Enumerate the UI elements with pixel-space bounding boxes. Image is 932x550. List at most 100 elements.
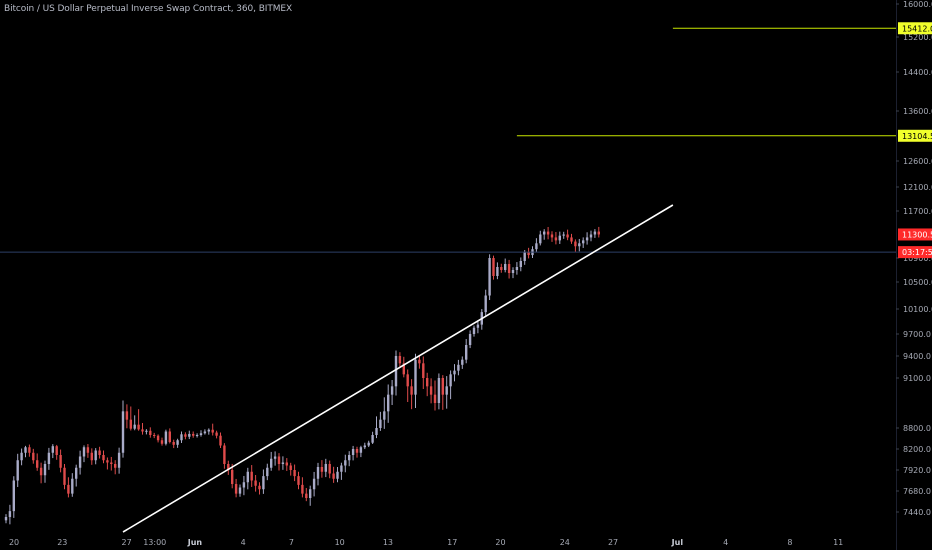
horizontal-lines bbox=[0, 27, 896, 253]
candle-body bbox=[328, 464, 331, 474]
candle-body bbox=[519, 261, 522, 267]
time-axis[interactable]: 20 23 27 13:00 Jun 4 7 10 13 17 20 24 27 Jul 4 8 11 bbox=[9, 538, 843, 547]
candle-body bbox=[199, 433, 203, 435]
y-tick-label: 14400.0 bbox=[903, 68, 932, 77]
candle-body bbox=[172, 442, 175, 445]
countdown-tag-label: 03:17:54 bbox=[902, 248, 932, 257]
candle-body bbox=[429, 386, 433, 395]
candle-body bbox=[457, 364, 460, 371]
candle-body bbox=[418, 359, 421, 364]
candle-body bbox=[184, 434, 187, 437]
candle-body bbox=[219, 435, 222, 446]
trendline-layer[interactable] bbox=[122, 204, 674, 533]
candle-body bbox=[59, 455, 62, 468]
candle-body bbox=[355, 449, 359, 453]
candle-body bbox=[441, 378, 444, 395]
candle-body bbox=[437, 378, 441, 403]
candle-body bbox=[270, 458, 273, 468]
y-tick-label: 10100.0 bbox=[903, 305, 932, 314]
candle-body bbox=[242, 482, 246, 488]
y-tick-label: 12600.0 bbox=[903, 157, 932, 166]
candle-body bbox=[24, 447, 27, 453]
candle-body bbox=[546, 231, 550, 235]
candle-body bbox=[110, 462, 113, 464]
candle-body bbox=[406, 374, 409, 387]
candle-body bbox=[16, 460, 19, 481]
candle-body bbox=[589, 234, 593, 238]
candle-body bbox=[129, 419, 132, 429]
candle-body bbox=[433, 394, 437, 403]
y-tick-label: 7440.0 bbox=[903, 508, 931, 517]
candle-body bbox=[63, 467, 66, 485]
target-tag bbox=[898, 129, 932, 142]
candle-body bbox=[47, 452, 51, 464]
candle-body bbox=[453, 370, 456, 375]
candle-body bbox=[281, 462, 285, 464]
candle-body bbox=[426, 378, 429, 387]
candle-body bbox=[445, 386, 448, 395]
candle-body bbox=[468, 334, 472, 345]
y-tick-label: 9100.0 bbox=[903, 374, 931, 383]
candle-body bbox=[176, 440, 179, 445]
price-tags: 15412.0 13104.5 11300.5 03:17:54 bbox=[898, 22, 932, 259]
y-tick-label: 10500.0 bbox=[903, 278, 932, 287]
x-tick-label: 4 bbox=[723, 538, 728, 547]
y-tick-label: 8800.0 bbox=[903, 424, 931, 433]
candle-body bbox=[515, 267, 519, 270]
candle-body bbox=[383, 411, 386, 420]
x-tick-label: 8 bbox=[787, 538, 792, 547]
candle-body bbox=[289, 465, 292, 470]
candle-body bbox=[585, 237, 589, 241]
price-axis-border bbox=[896, 0, 897, 550]
y-tick-label: 13600.0 bbox=[903, 107, 932, 116]
candle-body bbox=[371, 435, 374, 443]
x-tick-label: 24 bbox=[560, 538, 570, 547]
candle-body bbox=[472, 327, 476, 334]
candle-body bbox=[192, 433, 195, 436]
candle-body bbox=[195, 435, 199, 436]
candle-body bbox=[285, 462, 288, 466]
x-tick-label: 17 bbox=[447, 538, 457, 547]
x-tick-label: 20 bbox=[9, 538, 19, 547]
candle-body bbox=[309, 489, 312, 498]
x-tick-label: 7 bbox=[289, 538, 294, 547]
candle-body bbox=[297, 476, 300, 485]
candle-body bbox=[504, 264, 507, 270]
candle-body bbox=[511, 270, 515, 273]
candle-body bbox=[137, 424, 140, 430]
candle-body bbox=[266, 467, 269, 477]
candle-body bbox=[20, 452, 23, 461]
candle-body bbox=[379, 419, 382, 428]
candle-body bbox=[398, 356, 402, 364]
candle-body bbox=[121, 411, 125, 453]
x-tick-label: 20 bbox=[495, 538, 505, 547]
current-tag-label: 11300.5 bbox=[902, 230, 932, 239]
candle-body bbox=[320, 467, 324, 472]
candle-body bbox=[90, 452, 93, 461]
candle-body bbox=[43, 464, 47, 476]
x-tick-label: 10 bbox=[335, 538, 345, 547]
candle-body bbox=[36, 460, 39, 468]
candle-body bbox=[39, 467, 43, 476]
price-axis[interactable]: 16000.0 15200.0 14400.0 13600.0 12600.0 12100… bbox=[896, 0, 932, 517]
candle-body bbox=[394, 356, 398, 387]
candle-body bbox=[153, 435, 156, 436]
candle-body bbox=[102, 455, 105, 461]
x-tick-label: 11 bbox=[833, 538, 843, 547]
candle-body bbox=[554, 237, 558, 241]
candle-body bbox=[550, 234, 554, 238]
candle-body bbox=[211, 429, 214, 433]
chart-title: Bitcoin / US Dollar Perpetual Inverse Sw… bbox=[4, 4, 293, 14]
candlestick-series bbox=[4, 226, 600, 525]
candle-body bbox=[250, 471, 253, 481]
candle-body bbox=[496, 267, 499, 276]
target-tag-label: 15412.0 bbox=[902, 24, 932, 33]
x-tick-label: 13:00 bbox=[143, 538, 166, 547]
candle-body bbox=[32, 452, 35, 461]
x-tick-label: 27 bbox=[608, 538, 618, 547]
candle-body bbox=[71, 478, 74, 494]
candle-body bbox=[422, 363, 425, 378]
candle-body bbox=[180, 434, 183, 441]
candle-body bbox=[324, 464, 327, 472]
